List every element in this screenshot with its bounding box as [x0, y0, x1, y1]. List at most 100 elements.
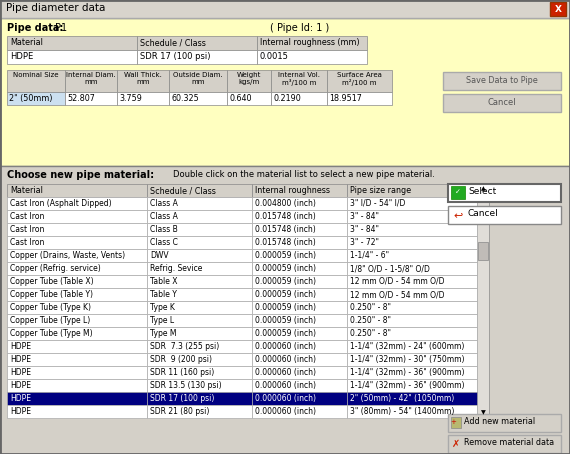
Bar — [7, 210, 147, 223]
Bar — [147, 379, 252, 392]
Bar — [147, 340, 252, 353]
Text: HDPE: HDPE — [10, 407, 31, 416]
Text: 3" - 72": 3" - 72" — [350, 238, 379, 247]
Bar — [65, 70, 117, 92]
Text: 3" - 84": 3" - 84" — [350, 212, 379, 221]
Text: Select: Select — [468, 187, 496, 196]
Text: 12 mm O/D - 54 mm O/D: 12 mm O/D - 54 mm O/D — [350, 277, 445, 286]
Bar — [147, 366, 252, 379]
Bar — [7, 353, 147, 366]
Text: 0.000060 (inch): 0.000060 (inch) — [255, 342, 316, 351]
Text: Surface Area
m²/100 m: Surface Area m²/100 m — [337, 72, 382, 86]
Bar — [7, 262, 147, 275]
Bar — [252, 249, 347, 262]
Bar — [252, 210, 347, 223]
Bar — [7, 340, 147, 353]
Bar — [147, 314, 252, 327]
Text: Schedule / Class: Schedule / Class — [150, 186, 216, 195]
Bar — [252, 288, 347, 301]
Text: Type L: Type L — [150, 316, 174, 325]
Bar — [252, 392, 347, 405]
Bar — [443, 72, 561, 90]
Text: 0.250" - 8": 0.250" - 8" — [350, 303, 391, 312]
Bar — [271, 92, 327, 105]
Text: 0.000060 (inch): 0.000060 (inch) — [255, 355, 316, 364]
Bar — [252, 379, 347, 392]
Text: 0.000060 (inch): 0.000060 (inch) — [255, 407, 316, 416]
Text: 12 mm O/D - 54 mm O/D: 12 mm O/D - 54 mm O/D — [350, 290, 445, 299]
Bar — [347, 210, 477, 223]
Text: Material: Material — [10, 186, 43, 195]
Text: Copper Tube (Type L): Copper Tube (Type L) — [10, 316, 90, 325]
Bar — [347, 379, 477, 392]
Bar — [169, 70, 227, 92]
Text: 0.000059 (inch): 0.000059 (inch) — [255, 329, 316, 338]
Text: 3.759: 3.759 — [119, 94, 142, 103]
Bar — [252, 301, 347, 314]
Bar — [252, 353, 347, 366]
Text: 0.000059 (inch): 0.000059 (inch) — [255, 251, 316, 260]
Text: Save Data to Pipe: Save Data to Pipe — [466, 76, 538, 85]
Bar — [7, 379, 147, 392]
Text: 1-1/4" (32mm) - 30" (750mm): 1-1/4" (32mm) - 30" (750mm) — [350, 355, 465, 364]
Bar — [7, 184, 147, 197]
Bar — [252, 366, 347, 379]
Bar — [7, 288, 147, 301]
Text: Pipe size range: Pipe size range — [350, 186, 411, 195]
Text: Outside Diam.
mm: Outside Diam. mm — [173, 72, 223, 85]
Bar — [271, 70, 327, 92]
Text: DWV: DWV — [150, 251, 169, 260]
Bar — [7, 70, 65, 92]
Bar — [147, 327, 252, 340]
Text: SDR 11 (160 psi): SDR 11 (160 psi) — [150, 368, 214, 377]
Bar — [0, 18, 570, 166]
Text: ▲: ▲ — [481, 186, 486, 191]
Bar — [448, 206, 561, 224]
Text: Class A: Class A — [150, 199, 178, 208]
Bar — [147, 197, 252, 210]
Text: 18.9517: 18.9517 — [329, 94, 362, 103]
Text: 0.004800 (inch): 0.004800 (inch) — [255, 199, 316, 208]
Text: 0.250" - 8": 0.250" - 8" — [350, 329, 391, 338]
Bar — [147, 223, 252, 236]
Text: ▼: ▼ — [481, 410, 486, 415]
Bar — [147, 236, 252, 249]
Bar — [252, 405, 347, 418]
Bar — [347, 314, 477, 327]
Bar — [347, 301, 477, 314]
Text: 0.015748 (inch): 0.015748 (inch) — [255, 238, 316, 247]
Bar — [7, 249, 147, 262]
Bar — [117, 70, 169, 92]
Bar — [257, 50, 367, 64]
Text: Copper Tube (Type M): Copper Tube (Type M) — [10, 329, 92, 338]
Bar — [7, 314, 147, 327]
Text: 0.000060 (inch): 0.000060 (inch) — [255, 381, 316, 390]
Bar — [347, 249, 477, 262]
Text: Copper Tube (Type K): Copper Tube (Type K) — [10, 303, 91, 312]
Text: 0.2190: 0.2190 — [273, 94, 301, 103]
Text: 52.807: 52.807 — [67, 94, 95, 103]
Text: Pipe data:: Pipe data: — [7, 23, 63, 33]
Text: Cancel: Cancel — [488, 98, 516, 107]
Text: Choose new pipe material:: Choose new pipe material: — [7, 170, 154, 180]
Text: SDR 21 (80 psi): SDR 21 (80 psi) — [150, 407, 209, 416]
Text: ✗: ✗ — [452, 439, 460, 449]
Text: HDPE: HDPE — [10, 342, 31, 351]
Text: Add new material: Add new material — [464, 417, 535, 426]
Text: 0.015748 (inch): 0.015748 (inch) — [255, 225, 316, 234]
Bar — [147, 249, 252, 262]
Text: 0.000059 (inch): 0.000059 (inch) — [255, 290, 316, 299]
Bar — [0, 166, 570, 454]
Text: 1/8" O/D - 1-5/8" O/D: 1/8" O/D - 1-5/8" O/D — [350, 264, 430, 273]
Text: ↩: ↩ — [453, 210, 463, 220]
Text: HDPE: HDPE — [10, 355, 31, 364]
Text: 0.000059 (inch): 0.000059 (inch) — [255, 316, 316, 325]
Text: ✓: ✓ — [455, 189, 461, 195]
Bar — [7, 275, 147, 288]
Text: 0.000059 (inch): 0.000059 (inch) — [255, 303, 316, 312]
Text: Pipe diameter data: Pipe diameter data — [6, 3, 105, 13]
Text: 0.0015: 0.0015 — [260, 52, 289, 61]
Bar — [257, 36, 367, 50]
Bar — [347, 184, 477, 197]
Text: Internal roughness: Internal roughness — [255, 186, 330, 195]
